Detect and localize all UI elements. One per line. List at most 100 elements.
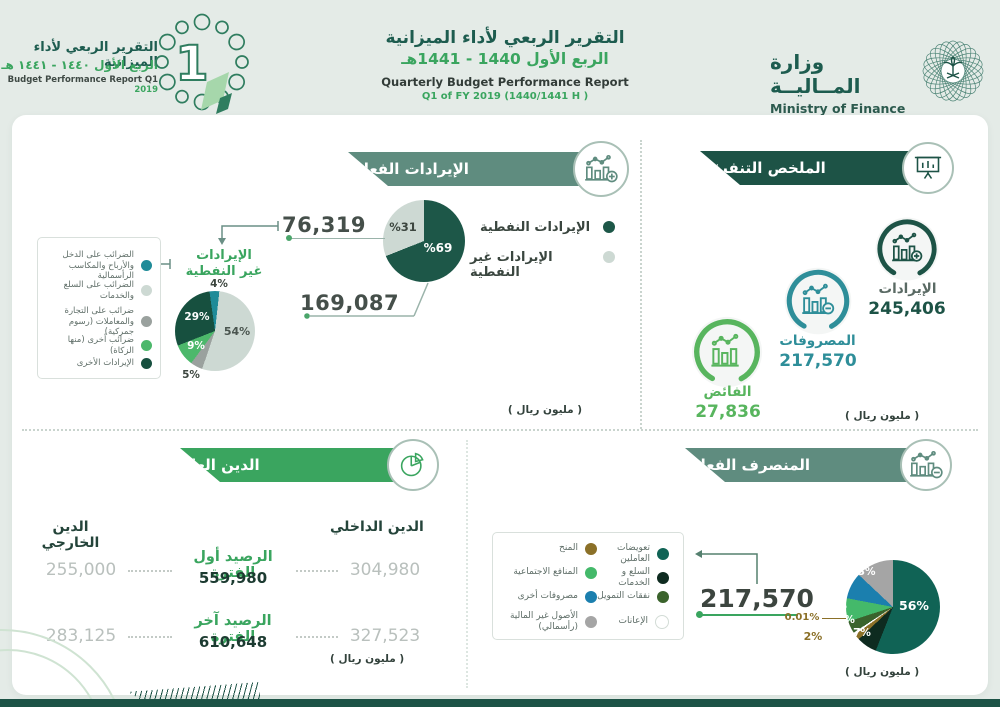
legend-label: ضرائب أخرى (منها الزكاة) bbox=[67, 335, 134, 356]
pie-chart-icon bbox=[387, 439, 439, 491]
actual-expenditure-banner: المنصرف الفعلي bbox=[685, 448, 942, 482]
actual-revenues-banner: الإيرادات الفعلية bbox=[348, 152, 612, 186]
legend-dot bbox=[141, 358, 152, 369]
executive-summary-banner: الملخص التنفيذي bbox=[700, 151, 940, 185]
center-title-ar: التقرير الربعي لأداء الميزانية bbox=[385, 28, 625, 48]
actual-expenditure-pie-chart bbox=[846, 560, 940, 654]
ministry-rosette-logo-icon bbox=[920, 38, 986, 108]
legend-label: المنح bbox=[559, 543, 578, 554]
leaf-decoration bbox=[201, 72, 229, 110]
center-period-en: Q1 of FY 2019 (1440/1441 H ) bbox=[421, 91, 589, 102]
legend-item: السلع و الخدمات bbox=[593, 567, 669, 590]
pct-trade-taxes: 5% bbox=[182, 369, 200, 381]
oil-connector-line bbox=[302, 278, 434, 324]
expenditure-total: 217,570 bbox=[700, 584, 814, 613]
horizontal-separator bbox=[22, 429, 978, 431]
bar-chart-plus-icon bbox=[892, 232, 923, 262]
legend-label: الإعانات bbox=[618, 616, 648, 627]
badge-number: 1 bbox=[175, 36, 208, 92]
legend-dot bbox=[657, 591, 669, 603]
center-title-en: Quarterly Budget Performance Report bbox=[381, 75, 629, 89]
pct-goods: 7% bbox=[853, 627, 871, 639]
vertical-separator-bottom bbox=[466, 440, 468, 688]
legend-dot bbox=[141, 316, 152, 328]
legend-label: الأصول غير المالية (رأسمالي) bbox=[509, 611, 578, 633]
closing-balance-label: الرصيد آخر الفترة bbox=[194, 613, 272, 645]
pct-other-revenues: 29% bbox=[184, 311, 210, 323]
leaf-decoration-dark bbox=[216, 93, 232, 114]
palm-swords-emblem-icon bbox=[943, 56, 963, 79]
bar-chart-minus-icon bbox=[802, 283, 835, 315]
closing-internal-value: 327,523 bbox=[349, 626, 421, 646]
subsidies-pointer-line bbox=[822, 618, 846, 619]
corner-arcs-decoration bbox=[0, 595, 160, 707]
dotted-connector bbox=[128, 570, 172, 572]
non-oil-revenues-legend-label: الإيرادات غير النفطية bbox=[470, 250, 553, 280]
revenues-unit: ( مليون ريال ) bbox=[507, 404, 583, 416]
external-debt-header: الدين الخارجي bbox=[41, 519, 100, 551]
opening-external-value: 255,000 bbox=[45, 560, 117, 580]
legend-label: تعويضات العاملين bbox=[616, 543, 650, 565]
legend-dot bbox=[657, 548, 669, 561]
expenditure-elbow-arrow bbox=[692, 546, 764, 592]
center-period-ar: الربع الأول 1440 - 1441هـ bbox=[401, 50, 609, 68]
dna-helix-badge: 1 bbox=[150, 10, 254, 118]
legend-label: الإيرادات الأخرى bbox=[76, 358, 134, 369]
opening-balance-total: 559,980 bbox=[198, 569, 268, 587]
legend-item: نفقات التمويل bbox=[593, 591, 669, 603]
non-oil-breakdown-title: الإيرادات غير النفطية bbox=[185, 248, 263, 280]
closing-external-value: 283,125 bbox=[45, 626, 117, 646]
header-left-year: 2019 bbox=[134, 85, 158, 95]
revenues-ring-label: الإيرادات bbox=[878, 281, 937, 297]
expenditures-ring-value: 217,570 bbox=[779, 351, 857, 371]
legend-label: نفقات التمويل bbox=[597, 591, 650, 602]
dotted-connector bbox=[296, 636, 338, 638]
connector-dot bbox=[696, 611, 703, 618]
pct-subsidies: 0.01% bbox=[784, 612, 820, 623]
pct-goods-services: 54% bbox=[223, 325, 251, 338]
ministry-block: وزارة المــاليــة Ministry of Finance bbox=[770, 50, 915, 116]
actual-expenditure-title: المنصرف الفعلي bbox=[685, 456, 811, 474]
legend-item: ضرائب أخرى (منها الزكاة) bbox=[46, 335, 152, 356]
non-oil-elbow-arrow bbox=[214, 218, 286, 254]
surplus-ring-value: 27,836 bbox=[695, 402, 761, 422]
expenditure-unit: ( مليون ريال ) bbox=[845, 666, 920, 678]
opening-internal-value: 304,980 bbox=[349, 560, 421, 580]
opening-balance-label: الرصيد أول الفترة bbox=[193, 549, 273, 581]
surplus-ring-label: الفائض bbox=[703, 384, 752, 400]
pct-financing: 5% bbox=[837, 614, 855, 626]
legend-dot bbox=[585, 591, 597, 603]
pct-other-taxes: 9% bbox=[187, 340, 205, 352]
closing-balance-total: 610,648 bbox=[198, 633, 268, 651]
header-left-title-en-text: Budget Performance Report Q1 bbox=[7, 75, 158, 85]
pct-compensation: 56% bbox=[899, 598, 929, 613]
oil-revenues-legend-label: الإيرادات النفطية bbox=[480, 220, 591, 235]
pct-other-expenses: 9% bbox=[832, 581, 850, 593]
legend-item: الضرائب على السلع والخدمات bbox=[46, 280, 152, 301]
bottom-bar bbox=[0, 699, 1000, 707]
ministry-name-ar: وزارة المــاليــة bbox=[770, 50, 861, 98]
header-left-title-en: Budget Performance Report Q1 2019 bbox=[0, 75, 158, 95]
pct-income-taxes: 4% bbox=[210, 278, 228, 290]
legend-item: ضرائب على التجارة والمعاملات (رسوم جمركي… bbox=[46, 306, 152, 338]
legend-dot bbox=[141, 285, 152, 297]
legend-item: الضرائب على الدخل والأرباح والمكاسب الرأ… bbox=[46, 250, 152, 282]
legend-label: ضرائب على التجارة والمعاملات (رسوم جمركي… bbox=[64, 306, 134, 338]
legend-item: الأصول غير المالية (رأسمالي) bbox=[509, 611, 597, 634]
expenditures-ring bbox=[781, 264, 855, 342]
header-left-title-ar: التقرير الربعي لأداء الميزانية bbox=[33, 40, 158, 70]
legend-dot bbox=[655, 615, 669, 629]
dotted-connector bbox=[296, 570, 338, 572]
revenues-ring-value: 245,406 bbox=[868, 299, 946, 319]
non-oil-pct-label: %31 bbox=[389, 220, 417, 234]
executive-summary-title: الملخص التنفيذي bbox=[700, 159, 826, 177]
legend-dot bbox=[657, 572, 669, 585]
non-oil-connector-line bbox=[291, 238, 385, 239]
summary-unit: ( مليون ريال ) bbox=[845, 410, 920, 422]
legend-dot bbox=[141, 260, 152, 272]
bar-chart-icon bbox=[711, 333, 739, 367]
debt-unit: ( مليون ريال ) bbox=[330, 653, 405, 665]
connector-dot bbox=[286, 235, 292, 241]
surplus-ring bbox=[688, 313, 766, 395]
